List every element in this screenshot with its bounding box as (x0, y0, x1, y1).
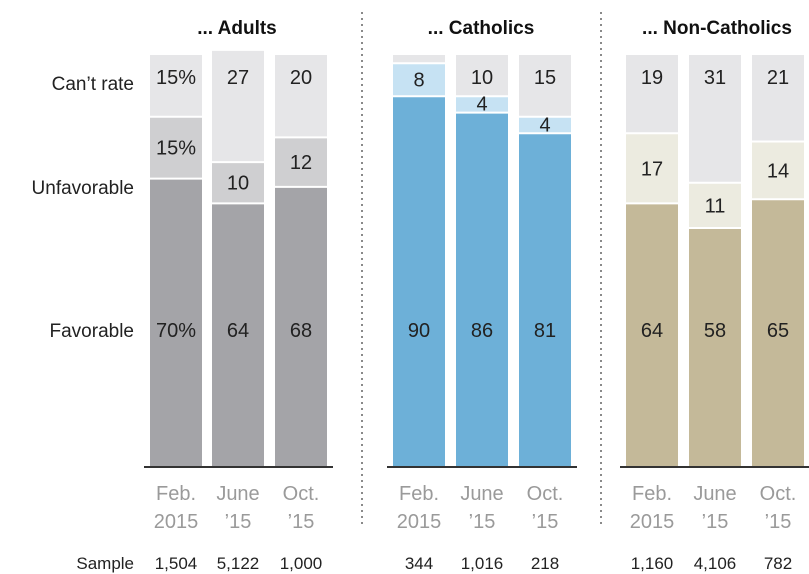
x-tick-label: ’15 (702, 511, 729, 533)
value-label: 4 (539, 114, 550, 136)
row-label-favorable: Favorable (50, 321, 135, 342)
bar-segment-unfavorable (275, 137, 327, 187)
bar-segment-favorable (393, 96, 445, 467)
value-label: 10 (227, 173, 249, 195)
x-tick-label: ’15 (288, 511, 315, 533)
bar-segment-unfavorable (626, 133, 678, 204)
x-tick-label: 2015 (154, 511, 199, 533)
value-label: 15% (156, 67, 196, 89)
sample-size: 1,000 (280, 554, 323, 573)
value-label: 70% (156, 320, 196, 342)
x-tick-label: June (460, 483, 503, 505)
value-label: 58 (704, 320, 726, 342)
bar-segment-cant-rate (150, 55, 202, 117)
x-tick-label: ’15 (532, 511, 559, 533)
chart-panels: ... Adults70%15%15%Feb.20151,504641027Ju… (144, 18, 809, 573)
value-label: 64 (227, 320, 249, 342)
panel-1: ... Adults 70% 15% 15% Feb. 2015 1,504 64 10 27 Ju… (144, 18, 333, 573)
bar-segment-favorable (626, 203, 678, 467)
value-label: 31 (704, 67, 726, 89)
value-label: 68 (290, 320, 312, 342)
x-tick-label: Feb. (156, 483, 196, 505)
value-label: 90 (408, 320, 430, 342)
sample-size: 344 (405, 554, 433, 573)
value-label: 10 (471, 67, 493, 89)
panel-title: ... Adults (197, 18, 277, 39)
value-label: 8 (413, 70, 424, 92)
value-label: 14 (767, 160, 789, 182)
x-tick-label: Oct. (283, 483, 320, 505)
bar-segment-cant-rate (275, 55, 327, 138)
x-tick-label: Oct. (760, 483, 797, 505)
bar-segment-cant-rate (689, 55, 741, 183)
bar-segment-cant-rate (456, 55, 508, 97)
bar-segment-favorable (519, 133, 571, 467)
value-label: 27 (227, 67, 249, 89)
value-label: 81 (534, 320, 556, 342)
value-label: 21 (767, 67, 789, 89)
value-label: 11 (705, 195, 726, 217)
bar-segment-cant-rate (212, 50, 264, 163)
x-tick-label: 2015 (397, 511, 442, 533)
x-tick-label: Feb. (632, 483, 672, 505)
bar-segment-unfavorable (519, 116, 571, 134)
row-labels: Can’t rate Unfavorable Favorable (32, 74, 134, 342)
value-label: 20 (290, 67, 312, 89)
bar-segment-cant-rate (752, 55, 804, 142)
panel-2: ... Catholics 90 8 Feb. 2015 344 86 4 10 June ’15 1… (387, 18, 577, 573)
bar-segment-cant-rate (519, 55, 571, 117)
value-label: 19 (641, 67, 663, 89)
bar-segment-unfavorable (212, 162, 264, 204)
value-label: 86 (471, 320, 493, 342)
bar-segment-unfavorable (150, 116, 202, 179)
sample-size: 1,160 (631, 554, 674, 573)
sample-size: 4,106 (694, 554, 737, 573)
bar-segment-favorable (456, 112, 508, 468)
x-tick-label: ’15 (765, 511, 792, 533)
bar-segment-cant-rate (626, 55, 678, 134)
value-label: 65 (767, 320, 789, 342)
x-tick-label: June (693, 483, 736, 505)
value-label: 4 (476, 94, 487, 116)
panel-title: ... Catholics (428, 18, 535, 39)
sample-size: 1,504 (155, 554, 198, 573)
x-tick-label: Feb. (399, 483, 439, 505)
value-label: 15% (156, 138, 196, 160)
panel-3: ... Non-Catholics 64 17 19 Feb. 2015 1,160 58 11… (620, 18, 809, 573)
panel-title: ... Non-Catholics (642, 18, 792, 39)
x-tick-label: Oct. (527, 483, 564, 505)
x-tick-label: June (216, 483, 259, 505)
x-tick-label: ’15 (469, 511, 496, 533)
bar-segment-unfavorable (393, 63, 445, 97)
x-tick-label: 2015 (630, 511, 675, 533)
sample-size: 1,016 (461, 554, 504, 573)
value-label: 12 (290, 152, 312, 174)
bar-segment-favorable (275, 186, 327, 467)
bar-segment-cant-rate (393, 55, 445, 64)
x-tick-label: ’15 (225, 511, 252, 533)
row-label-cant-rate: Can’t rate (52, 74, 134, 95)
bar-segment-unfavorable (456, 96, 508, 113)
bar-segment-unfavorable (752, 141, 804, 200)
value-label: 64 (641, 320, 663, 342)
sample-label: Sample (76, 554, 134, 573)
bar-segment-favorable (689, 228, 741, 467)
bar-segment-favorable (212, 203, 264, 467)
value-label: 15 (534, 67, 556, 89)
bar-segment-favorable (150, 178, 202, 467)
bar-segment-unfavorable (689, 182, 741, 229)
bar-segment-favorable (752, 199, 804, 467)
sample-size: 782 (764, 554, 792, 573)
sample-size: 218 (531, 554, 559, 573)
row-label-unfavorable: Unfavorable (32, 178, 134, 199)
value-label: 17 (641, 158, 663, 180)
sample-size: 5,122 (217, 554, 260, 573)
